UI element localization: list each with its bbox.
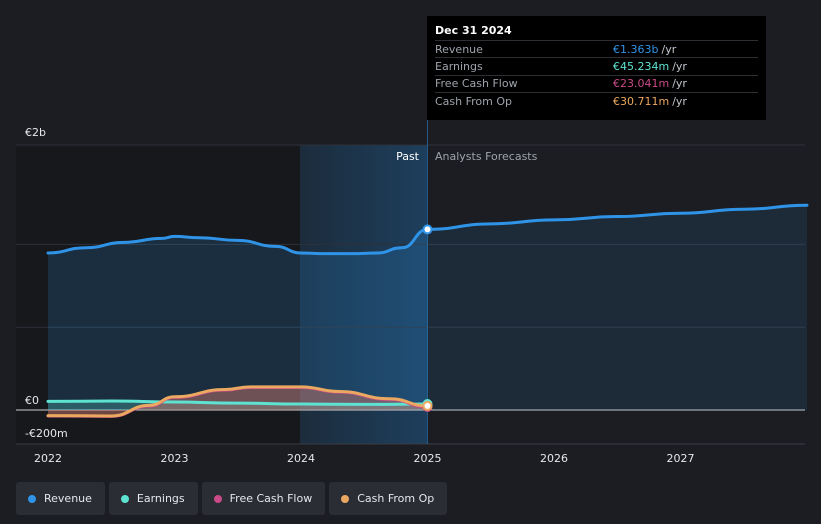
legend-item-free-cash-flow[interactable]: Free Cash Flow	[201, 482, 326, 515]
legend-dot-icon	[28, 494, 36, 503]
tooltip-row: Earnings €45.234m/yr	[435, 57, 758, 74]
legend-label: Free Cash Flow	[229, 492, 313, 505]
cash-from-op-area	[48, 386, 428, 416]
x-tick-label: 2026	[540, 452, 568, 465]
y-label-bottom: -€200m	[25, 427, 68, 440]
legend-dot-icon	[120, 494, 129, 503]
tooltip-row-unit: /yr	[661, 42, 677, 56]
x-tick-label: 2024	[287, 452, 315, 465]
tooltip-row-label: Cash From Op	[435, 94, 513, 108]
cash-from-op-marker	[422, 400, 433, 411]
tooltip-row-label: Revenue	[435, 42, 483, 56]
legend-label: Earnings	[136, 492, 185, 505]
y-label-zero: €0	[25, 394, 39, 407]
tooltip-row-unit: /yr	[672, 60, 687, 74]
tooltip-row-label: Earnings	[435, 60, 483, 74]
revenue-line	[46, 227, 429, 256]
forecast-label: Analysts Forecasts	[435, 150, 538, 163]
tooltip-row-value: €1.363b	[613, 42, 659, 56]
legend-item-revenue[interactable]: Revenue	[16, 482, 105, 515]
legend-dot-icon	[213, 494, 222, 503]
tooltip-row: Revenue €1.363b/yr	[435, 40, 758, 57]
tooltip-row-unit: /yr	[672, 94, 687, 108]
legend: Revenue Earnings Free Cash Flow Cash From O…	[16, 482, 448, 515]
x-tick-label: 2022	[34, 452, 62, 465]
tooltip-row-label: Free Cash Flow	[435, 77, 518, 91]
tooltip-row-value: €45.234m	[613, 60, 670, 74]
legend-dot-icon	[341, 494, 350, 503]
y-label-top: €2b	[25, 126, 46, 139]
legend-item-cash-from-op[interactable]: Cash From Op	[329, 482, 448, 515]
revenue-area	[48, 229, 428, 410]
tooltip-row-value: €30.711m	[613, 94, 670, 108]
tooltip: Dec 31 2024 Revenue €1.363b/yr Earnings €45…	[427, 16, 766, 120]
x-tick-label: 2025	[414, 452, 442, 465]
past-label: Past	[396, 150, 420, 163]
tooltip-row: Cash From Op €30.711m/yr	[435, 92, 758, 109]
legend-label: Revenue	[44, 492, 92, 505]
legend-label: Cash From Op	[357, 492, 435, 505]
revenue-forecast-area	[427, 205, 807, 410]
tooltip-row: Free Cash Flow €23.041m/yr	[435, 74, 758, 92]
tooltip-row-value: €23.041m	[613, 77, 670, 91]
x-tick-label: 2027	[667, 452, 695, 465]
past-region-dark	[16, 145, 300, 444]
revenue-marker	[422, 224, 433, 235]
tooltip-date: Dec 31 2024	[435, 24, 512, 37]
x-tick-label: 2023	[161, 452, 189, 465]
revenue-forecast-line	[426, 203, 809, 231]
legend-item-earnings[interactable]: Earnings	[108, 482, 198, 515]
tooltip-row-unit: /yr	[672, 77, 687, 91]
cash-from-op-line	[46, 385, 429, 418]
earnings-line	[46, 399, 429, 406]
